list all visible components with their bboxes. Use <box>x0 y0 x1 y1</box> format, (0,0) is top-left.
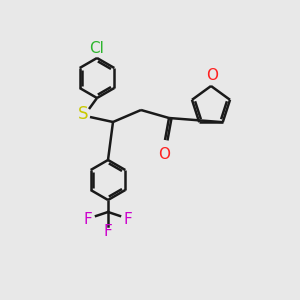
Text: S: S <box>78 105 88 123</box>
Text: F: F <box>124 212 132 227</box>
Text: F: F <box>84 212 92 227</box>
Text: O: O <box>158 147 170 162</box>
Text: F: F <box>103 224 112 239</box>
Text: Cl: Cl <box>90 41 104 56</box>
Text: O: O <box>206 68 218 83</box>
